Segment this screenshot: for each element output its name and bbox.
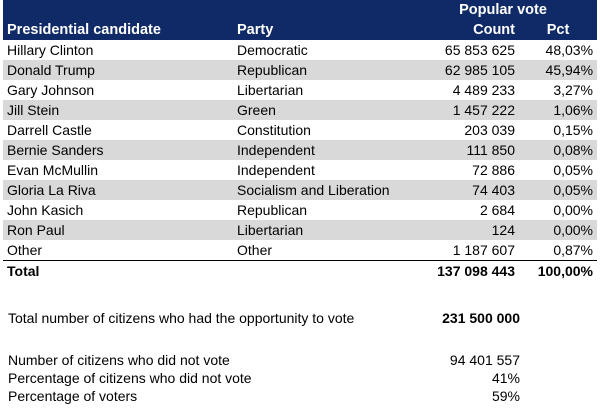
candidate-cell: Donald Trump xyxy=(3,60,233,80)
table-row: Ron Paul Libertarian 124 0,00% xyxy=(3,220,598,240)
pct-cell: 0,00% xyxy=(553,202,594,218)
pct-cell: 45,94% xyxy=(519,60,598,80)
total-count: 137 098 443 xyxy=(409,260,519,281)
party-cell: Green xyxy=(233,100,409,120)
total-pct: 100,00% xyxy=(519,260,598,281)
opportunity-value: 231 500 000 xyxy=(442,310,520,326)
pct-cell: 0,87% xyxy=(553,242,594,258)
candidate-cell: Gary Johnson xyxy=(7,82,95,98)
pct-voters-row: Percentage of voters 59% xyxy=(8,387,528,405)
header-row-group: Popular vote xyxy=(3,0,598,20)
count-cell: 74 403 xyxy=(409,180,519,200)
total-label: Total xyxy=(3,260,233,281)
candidate-cell: Jill Stein xyxy=(3,100,233,120)
pct-cell: 0,00% xyxy=(519,220,598,240)
candidate-cell: Evan McMullin xyxy=(7,162,99,178)
table-row: Evan McMullin Independent 72 886 0,05% xyxy=(3,160,597,180)
count-cell: 65 853 625 xyxy=(444,42,515,58)
pct-cell: 0,08% xyxy=(519,140,598,160)
candidate-cell: John Kasich xyxy=(7,202,84,218)
table-row: Darrell Castle Constitution 203 039 0,15% xyxy=(3,120,597,140)
pct-cell: 0,05% xyxy=(519,180,598,200)
total-party-empty xyxy=(233,260,409,281)
count-cell: 1 187 607 xyxy=(452,242,515,258)
party-cell: Republican xyxy=(237,202,308,218)
pct-did-not-vote-row: Percentage of citizens who did not vote … xyxy=(8,369,528,387)
count-cell: 2 684 xyxy=(479,202,515,218)
pct-did-not-vote-value: 41% xyxy=(491,370,520,386)
table-row: John Kasich Republican 2 684 0,00% xyxy=(3,200,597,220)
popular-vote-header: Popular vote xyxy=(409,0,598,20)
party-cell: Republican xyxy=(233,60,409,80)
pct-column-header: Pct xyxy=(519,20,598,40)
header-row-columns: Presidential candidate Party Count Pct xyxy=(3,20,598,40)
table-row: Bernie Sanders Independent 111 850 0,08% xyxy=(3,140,598,160)
party-cell: Democratic xyxy=(237,42,308,58)
count-cell: 72 886 xyxy=(472,162,515,178)
party-cell: Independent xyxy=(237,162,315,178)
pct-cell: 0,15% xyxy=(553,122,594,138)
did-not-vote-row: Number of citizens who did not vote 94 4… xyxy=(8,351,528,369)
pct-cell: 48,03% xyxy=(545,42,594,58)
party-cell: Constitution xyxy=(237,122,311,138)
count-cell: 124 xyxy=(409,220,519,240)
pct-did-not-vote-label: Percentage of citizens who did not vote xyxy=(8,370,252,386)
candidate-cell: Hillary Clinton xyxy=(7,42,94,58)
count-cell: 1 457 222 xyxy=(409,100,519,120)
count-cell: 4 489 233 xyxy=(452,82,515,98)
count-column-header: Count xyxy=(409,20,519,40)
did-not-vote-value: 94 401 557 xyxy=(449,352,520,368)
pct-voters-label: Percentage of voters xyxy=(8,388,138,404)
party-cell: Other xyxy=(237,242,273,258)
candidate-cell: Darrell Castle xyxy=(7,122,92,138)
opportunity-label: Total number of citizens who had the opp… xyxy=(8,310,355,326)
party-column-header: Party xyxy=(233,20,409,40)
candidate-cell: Other xyxy=(7,242,43,258)
table-row: Donald Trump Republican 62 985 105 45,94% xyxy=(3,60,598,80)
pct-cell: 0,05% xyxy=(553,162,594,178)
pct-cell: 1,06% xyxy=(519,100,598,120)
count-cell: 111 850 xyxy=(409,140,519,160)
opportunity-row: Total number of citizens who had the opp… xyxy=(8,309,528,327)
table-row: Other Other 1 187 607 0,87% xyxy=(3,240,597,261)
party-cell: Independent xyxy=(233,140,409,160)
party-cell: Libertarian xyxy=(237,82,304,98)
pct-voters-value: 59% xyxy=(491,388,520,404)
candidate-cell: Bernie Sanders xyxy=(3,140,233,160)
did-not-vote-label: Number of citizens who did not vote xyxy=(8,352,230,368)
total-row: Total 137 098 443 100,00% xyxy=(3,260,598,281)
party-cell: Libertarian xyxy=(233,220,409,240)
candidate-cell: Gloria La Riva xyxy=(3,180,233,200)
results-table: Popular vote Presidential candidate Part… xyxy=(3,0,598,281)
table-row: Hillary Clinton Democratic 65 853 625 48,03… xyxy=(3,40,597,60)
count-cell: 62 985 105 xyxy=(409,60,519,80)
party-cell: Socialism and Liberation xyxy=(233,180,409,200)
table-row: Jill Stein Green 1 457 222 1,06% xyxy=(3,100,598,120)
table-row: Gary Johnson Libertarian 4 489 233 3,27% xyxy=(3,80,597,100)
candidate-cell: Ron Paul xyxy=(3,220,233,240)
count-cell: 203 039 xyxy=(464,122,515,138)
pct-cell: 3,27% xyxy=(553,82,594,98)
table-row: Gloria La Riva Socialism and Liberation 74… xyxy=(3,180,598,200)
candidate-column-header: Presidential candidate xyxy=(3,20,233,40)
